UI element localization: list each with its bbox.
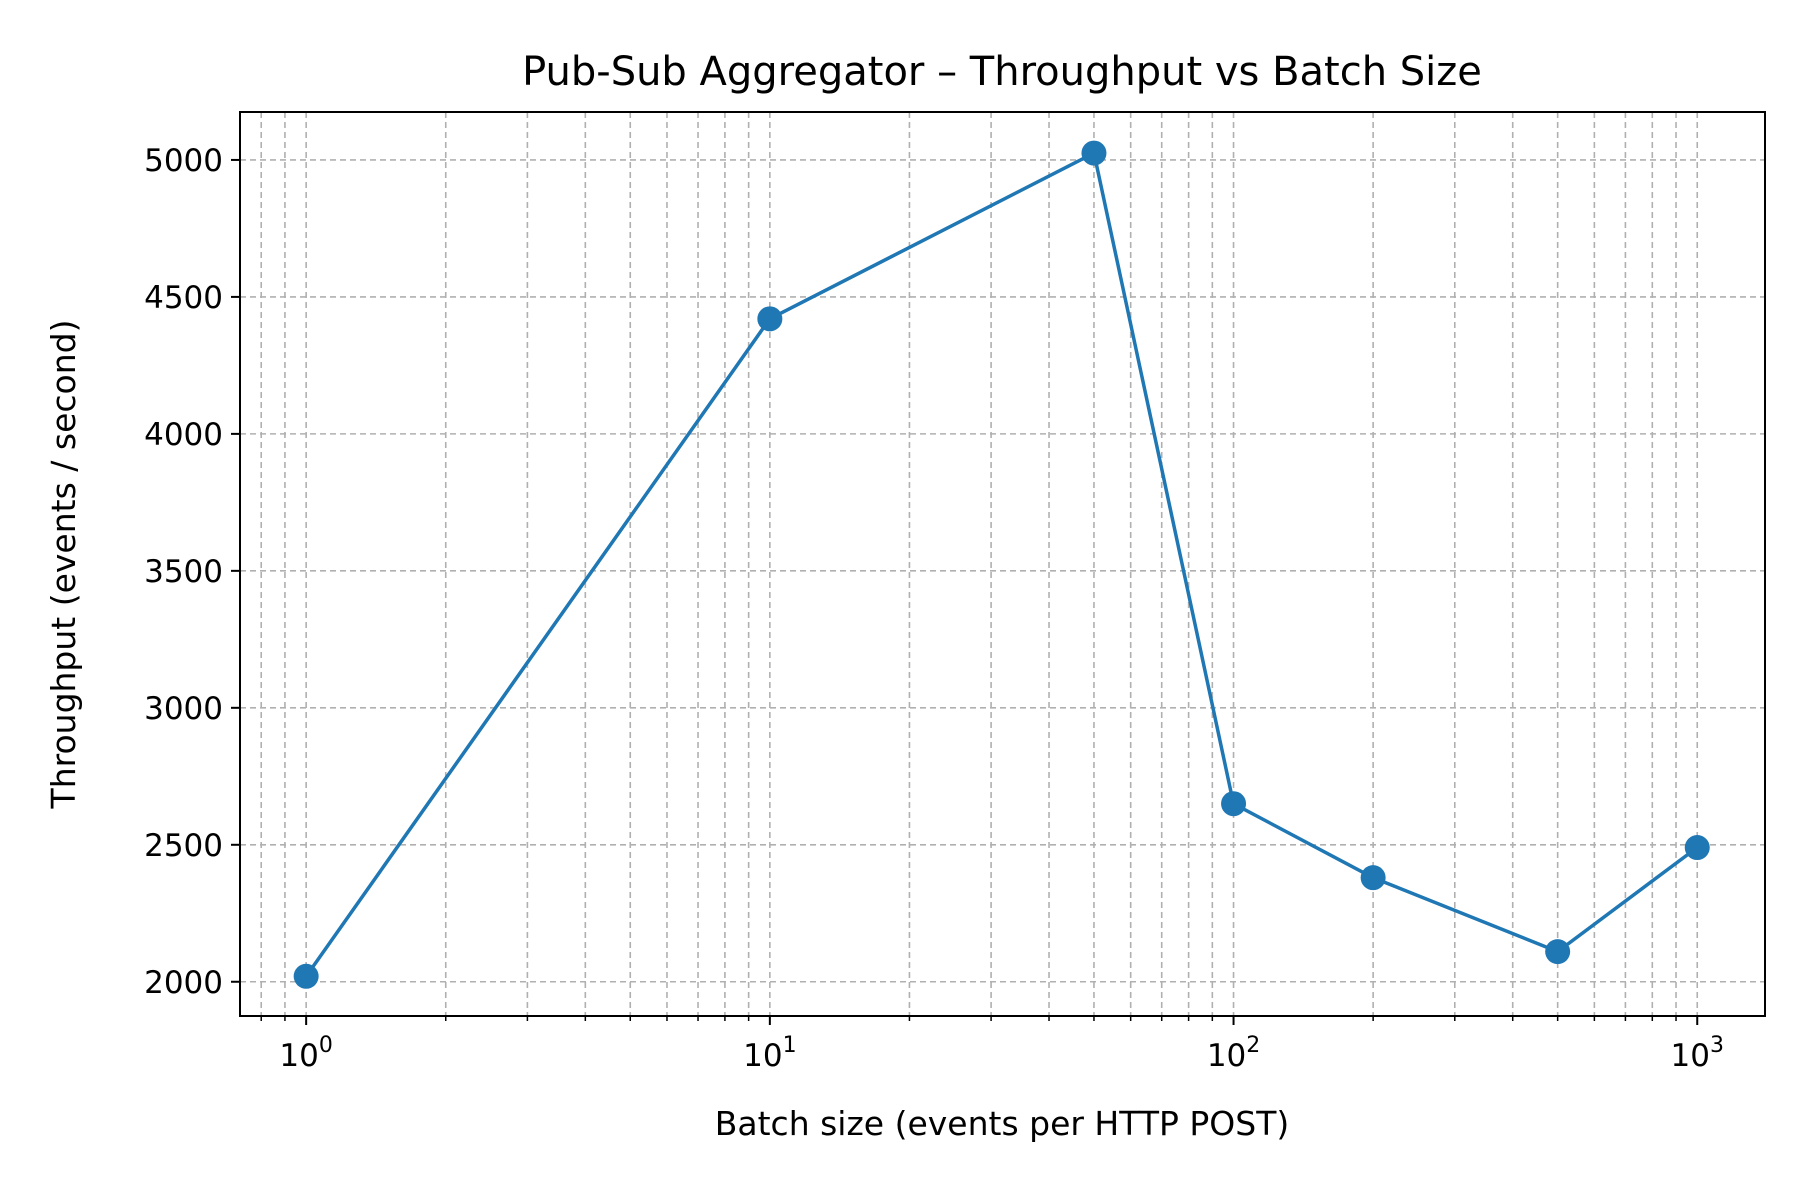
- data-point: [1684, 835, 1710, 861]
- series-layer: [293, 140, 1710, 989]
- chart-title: Pub-Sub Aggregator – Throughput vs Batch…: [522, 49, 1482, 95]
- y-tick-label: 4500: [144, 280, 223, 316]
- data-point: [1545, 939, 1571, 965]
- x-axis-label: Batch size (events per HTTP POST): [715, 1104, 1289, 1143]
- y-tick-label: 4000: [144, 417, 223, 453]
- y-tick-label: 5000: [144, 143, 223, 179]
- y-tick-label: 2500: [144, 828, 223, 864]
- data-point: [293, 963, 319, 989]
- data-point: [757, 306, 783, 332]
- x-tick-label: 101: [743, 1033, 796, 1074]
- axis-ticks: 100 101 102 103 2000 2500 3000 3500 4000 4500 5000: [144, 143, 1724, 1074]
- x-tick-label: 102: [1207, 1033, 1260, 1074]
- plot-frame: [239, 111, 1766, 1017]
- y-tick-label: 2000: [144, 965, 223, 1001]
- y-tick-label: 3500: [144, 554, 223, 590]
- x-tick-label: 100: [279, 1033, 332, 1074]
- data-point: [1221, 791, 1247, 817]
- data-point: [1360, 865, 1386, 891]
- x-tick-label: 103: [1671, 1033, 1724, 1074]
- data-point: [1081, 140, 1107, 166]
- y-axis-label: Throughput (events / second): [44, 320, 83, 810]
- grid: [240, 112, 1765, 1016]
- y-tick-label: 3000: [144, 691, 223, 727]
